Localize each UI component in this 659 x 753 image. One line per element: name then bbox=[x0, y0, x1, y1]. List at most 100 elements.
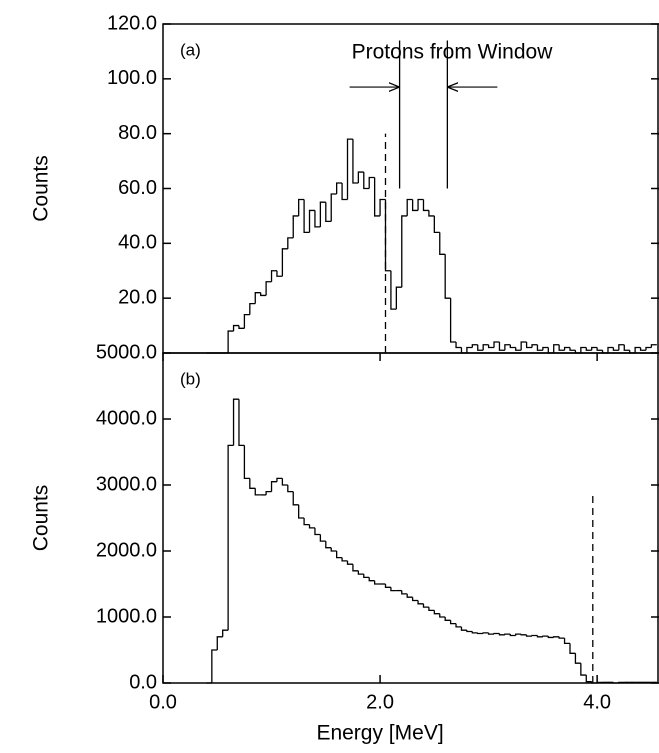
histogram-step bbox=[249, 303, 256, 315]
histogram-step bbox=[460, 626, 467, 631]
histogram-step bbox=[352, 139, 359, 184]
panel-label: (a) bbox=[180, 40, 201, 59]
histogram-step bbox=[585, 347, 592, 351]
histogram-step bbox=[645, 346, 652, 351]
histogram-step bbox=[411, 597, 419, 602]
histogram-step bbox=[368, 577, 375, 582]
histogram-step bbox=[607, 346, 614, 353]
histogram-step bbox=[477, 632, 484, 635]
histogram-step bbox=[515, 347, 522, 351]
histogram-step bbox=[222, 629, 229, 637]
histogram-step bbox=[260, 292, 267, 297]
histogram-step bbox=[433, 215, 440, 234]
histogram-step bbox=[238, 325, 245, 329]
histogram-step bbox=[363, 172, 370, 190]
histogram-step bbox=[341, 557, 348, 562]
histogram-step bbox=[612, 347, 619, 351]
histogram-step bbox=[395, 286, 402, 310]
histogram-step bbox=[417, 198, 424, 211]
y-axis-label: Counts bbox=[30, 485, 53, 552]
histogram-step bbox=[547, 347, 554, 354]
histogram-step bbox=[249, 478, 256, 489]
histogram-step bbox=[406, 593, 413, 598]
histogram-step bbox=[553, 636, 560, 638]
histogram-step bbox=[363, 574, 370, 579]
histogram-step bbox=[373, 177, 381, 217]
y-tick-label: 4000.0 bbox=[96, 407, 157, 429]
histogram-step bbox=[401, 590, 408, 595]
histogram-step bbox=[303, 518, 310, 526]
histogram-step bbox=[455, 342, 462, 349]
histogram-step bbox=[471, 344, 478, 348]
y-tick-label: 60.0 bbox=[118, 177, 157, 199]
histogram-step bbox=[384, 199, 391, 272]
histogram-step bbox=[482, 344, 489, 351]
histogram-step bbox=[428, 607, 435, 612]
histogram-step bbox=[618, 681, 625, 683]
histogram-step bbox=[563, 638, 571, 645]
histogram-step bbox=[591, 346, 598, 351]
histogram-step bbox=[487, 632, 495, 635]
histogram-step bbox=[439, 613, 446, 618]
histogram-step bbox=[346, 560, 353, 565]
y-tick-label: 120.0 bbox=[107, 12, 157, 34]
histogram-step bbox=[542, 346, 549, 351]
histogram-step bbox=[325, 202, 332, 223]
histogram-step bbox=[238, 399, 245, 447]
histogram-step bbox=[346, 138, 353, 200]
histogram-step bbox=[314, 210, 321, 228]
histogram-step bbox=[281, 248, 288, 277]
x-tick-label: 0.0 bbox=[149, 691, 177, 713]
histogram-step bbox=[498, 342, 505, 351]
histogram-step bbox=[536, 344, 543, 351]
histogram-step bbox=[580, 346, 587, 353]
histogram-step bbox=[553, 344, 560, 353]
panel-label: (b) bbox=[180, 369, 201, 388]
histogram-step bbox=[422, 199, 429, 212]
y-tick-label: 1000.0 bbox=[96, 605, 157, 627]
histogram-step bbox=[482, 632, 489, 634]
histogram-step bbox=[509, 344, 516, 349]
histogram-step bbox=[569, 347, 576, 351]
histogram-step bbox=[330, 547, 337, 552]
histogram-step bbox=[276, 270, 283, 277]
histogram-step bbox=[536, 635, 543, 638]
histogram-step bbox=[525, 342, 533, 349]
y-tick-label: 5000.0 bbox=[96, 341, 157, 363]
plot-frame bbox=[162, 23, 659, 354]
histogram-step bbox=[390, 587, 397, 592]
histogram-step bbox=[287, 237, 294, 249]
histogram-step bbox=[243, 445, 250, 480]
histogram-step bbox=[330, 193, 337, 222]
histogram-step bbox=[531, 344, 538, 348]
y-axis-label: Counts bbox=[30, 155, 53, 222]
histogram-step bbox=[487, 344, 495, 349]
histogram-step bbox=[417, 600, 424, 605]
histogram-step bbox=[509, 634, 516, 637]
y-tick-label: 0.0 bbox=[129, 671, 157, 693]
histogram-step bbox=[449, 298, 457, 343]
histogram-step bbox=[254, 488, 261, 496]
histogram-step bbox=[449, 620, 457, 625]
histogram-step bbox=[515, 633, 522, 636]
histogram-step bbox=[493, 341, 500, 348]
histogram-step bbox=[352, 564, 359, 572]
y-tick-label: 80.0 bbox=[118, 122, 157, 144]
y-tick-label: 3000.0 bbox=[96, 473, 157, 495]
histogram-step bbox=[618, 344, 625, 351]
histogram-step bbox=[216, 636, 223, 650]
histogram-step bbox=[466, 346, 473, 353]
histogram-step bbox=[525, 634, 533, 637]
x-tick-label: 4.0 bbox=[583, 691, 611, 713]
histogram-step bbox=[319, 534, 326, 542]
histogram-step bbox=[379, 198, 386, 216]
histogram-step bbox=[368, 176, 375, 189]
histogram-step bbox=[634, 346, 641, 353]
histogram-step bbox=[444, 254, 451, 299]
histogram-step bbox=[308, 524, 315, 529]
histogram-step bbox=[444, 617, 451, 621]
histogram-step bbox=[596, 347, 603, 351]
histogram-step bbox=[357, 570, 364, 575]
histogram-step bbox=[243, 313, 250, 329]
histogram-step bbox=[401, 215, 408, 288]
